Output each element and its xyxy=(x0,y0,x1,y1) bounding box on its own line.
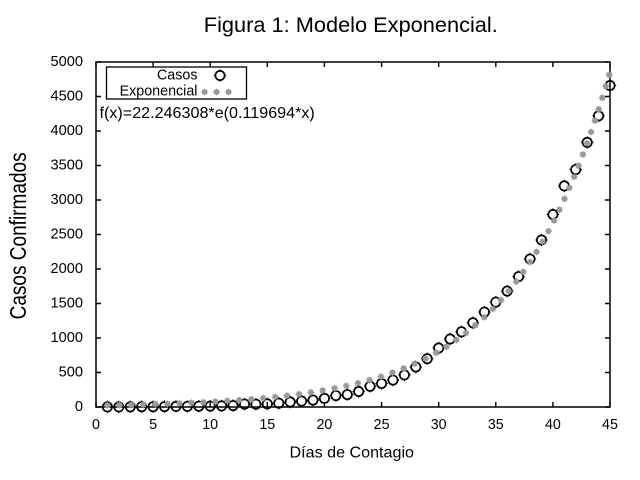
svg-text:Días de Contagio: Días de Contagio xyxy=(290,444,415,461)
svg-text:40: 40 xyxy=(545,417,561,433)
svg-text:25: 25 xyxy=(374,417,390,433)
svg-text:0: 0 xyxy=(92,417,100,433)
svg-text:Exponencial: Exponencial xyxy=(120,84,198,100)
svg-text:0: 0 xyxy=(75,399,83,415)
svg-text:4500: 4500 xyxy=(51,88,83,104)
svg-text:20: 20 xyxy=(316,417,332,433)
svg-text:Casos Confirmados: Casos Confirmados xyxy=(5,152,31,319)
svg-text:4000: 4000 xyxy=(51,123,83,139)
svg-text:2000: 2000 xyxy=(51,261,83,277)
svg-text:15: 15 xyxy=(259,417,275,433)
svg-text:3000: 3000 xyxy=(51,192,83,208)
svg-text:f(x)=22.246308*e(0.119694*x): f(x)=22.246308*e(0.119694*x) xyxy=(100,105,315,122)
svg-text:5: 5 xyxy=(149,417,157,433)
svg-text:2500: 2500 xyxy=(51,226,83,242)
svg-text:5000: 5000 xyxy=(51,54,83,70)
svg-text:Figura 1: Modelo Exponencial.: Figura 1: Modelo Exponencial. xyxy=(204,13,498,37)
svg-text:500: 500 xyxy=(59,364,83,380)
svg-text:10: 10 xyxy=(202,417,218,433)
svg-text:35: 35 xyxy=(488,417,504,433)
svg-text:Casos: Casos xyxy=(157,68,198,84)
svg-text:45: 45 xyxy=(602,417,618,433)
svg-text:3500: 3500 xyxy=(51,157,83,173)
svg-text:30: 30 xyxy=(431,417,447,433)
svg-text:1000: 1000 xyxy=(51,330,83,346)
svg-text:1500: 1500 xyxy=(51,295,83,311)
